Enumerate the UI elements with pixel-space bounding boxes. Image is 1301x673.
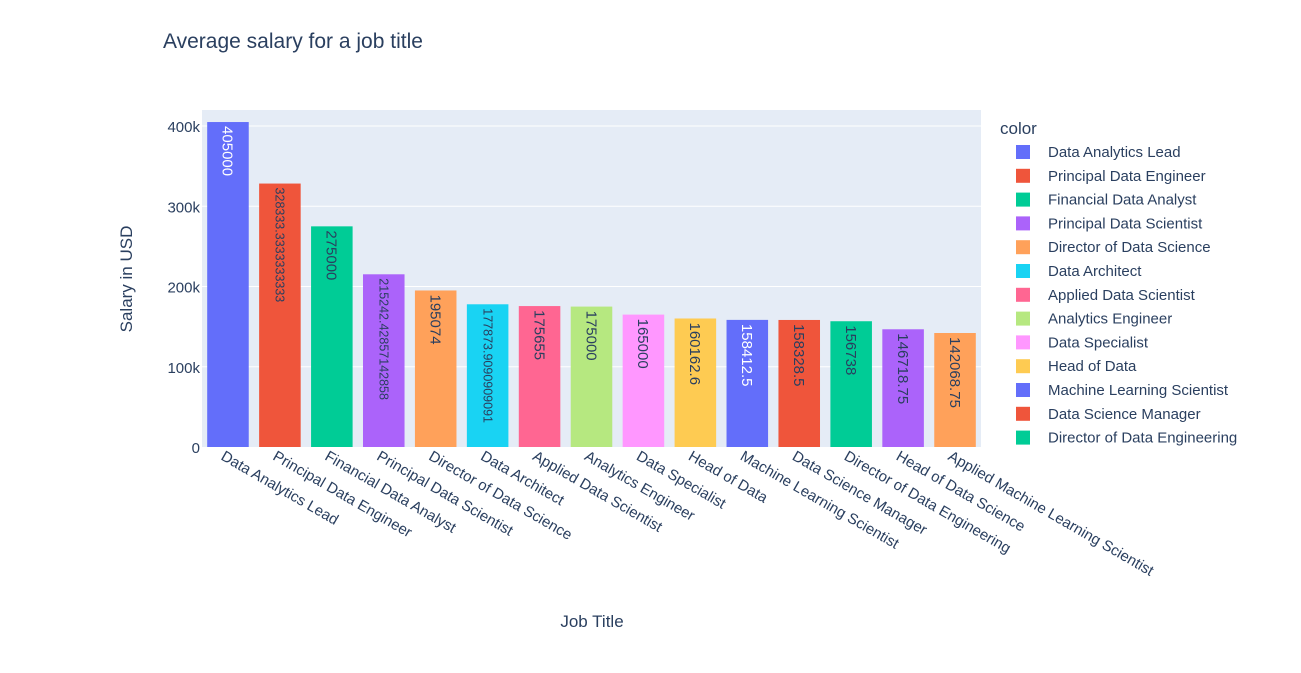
legend-item-label[interactable]: Analytics Engineer: [1048, 311, 1172, 328]
bar-value-label: 142068.75: [946, 337, 963, 408]
legend-swatch[interactable]: [1016, 287, 1030, 302]
y-tick-label: 300k: [167, 199, 200, 216]
legend-swatch[interactable]: [1016, 311, 1030, 326]
legend-swatch[interactable]: [1016, 359, 1030, 374]
x-axis-title: Job Title: [560, 612, 623, 631]
legend-item-label[interactable]: Financial Data Analyst: [1048, 192, 1197, 209]
legend-swatch[interactable]: [1016, 192, 1030, 207]
legend-swatch[interactable]: [1016, 168, 1030, 183]
bar-value-label: 158328.5: [790, 324, 807, 387]
y-tick-label: 100k: [167, 360, 200, 377]
legend-swatch[interactable]: [1016, 264, 1030, 278]
bars: 405000 328333.3333333333 275000 215242.4285…: [207, 122, 976, 448]
y-axis: 0 100k 200k 300k 400k: [167, 119, 200, 457]
bar-value-label: 177873.9090909091: [480, 308, 494, 423]
legend-item-label[interactable]: Applied Data Scientist: [1048, 287, 1196, 304]
chart-title: Average salary for a job title: [163, 30, 423, 53]
bar[interactable]: [414, 290, 457, 447]
bar[interactable]: [362, 274, 405, 447]
bar-value-label: 160162.6: [686, 322, 703, 385]
bar-value-label: 328333.3333333333: [273, 188, 287, 303]
bar-value-label: 195074: [426, 294, 443, 344]
bar[interactable]: [934, 333, 976, 447]
y-axis-title: Salary in USD: [117, 226, 136, 333]
legend-swatch[interactable]: [1016, 383, 1030, 397]
bar[interactable]: [259, 183, 301, 448]
bar-value-label: 175000: [582, 311, 599, 361]
bar[interactable]: [830, 321, 872, 447]
bar-value-label: 175655: [530, 310, 547, 360]
bar-value-label: 215242.42857142858: [376, 278, 390, 400]
bar[interactable]: [311, 226, 353, 447]
bar-value-label: 405000: [219, 126, 236, 176]
legend-item-label[interactable]: Head of Data: [1048, 358, 1137, 375]
y-tick-label: 0: [192, 440, 200, 457]
legend-swatch[interactable]: [1016, 145, 1030, 159]
bar-value-label: 158412.5: [738, 324, 755, 387]
legend-swatch[interactable]: [1016, 240, 1030, 255]
legend-item-label[interactable]: Data Architect: [1048, 263, 1142, 280]
legend-item-label[interactable]: Machine Learning Scientist: [1048, 382, 1229, 399]
legend-item-label[interactable]: Data Science Manager: [1048, 406, 1201, 423]
legend-item-label[interactable]: Principal Data Engineer: [1048, 168, 1206, 185]
y-tick-label: 400k: [167, 119, 200, 136]
legend-item-label[interactable]: Data Specialist: [1048, 334, 1149, 351]
bar[interactable]: [622, 314, 665, 447]
legend-swatch[interactable]: [1016, 406, 1030, 421]
bar[interactable]: [778, 319, 821, 447]
legend: color Data Analytics Lead Principal Data …: [1000, 119, 1237, 447]
legend-item-label[interactable]: Director of Data Science: [1048, 239, 1211, 256]
legend-item-label[interactable]: Director of Data Engineering: [1048, 430, 1237, 447]
y-tick-label: 200k: [167, 280, 200, 297]
bar-value-label: 156738: [842, 325, 859, 375]
bar[interactable]: [570, 306, 613, 447]
legend-swatch[interactable]: [1016, 216, 1030, 231]
legend-item-label[interactable]: Principal Data Scientist: [1048, 215, 1203, 232]
bar[interactable]: [466, 304, 509, 447]
bar[interactable]: [726, 319, 769, 447]
x-tick-label: Applied Machine Learning Scientist: [945, 448, 1157, 580]
bar[interactable]: [674, 318, 717, 447]
legend-title: color: [1000, 119, 1037, 138]
bar-value-label: 165000: [634, 319, 651, 369]
bar-value-label: 275000: [323, 230, 340, 280]
legend-swatch[interactable]: [1016, 430, 1030, 445]
bar[interactable]: [518, 306, 561, 447]
bar[interactable]: [207, 122, 249, 448]
bar[interactable]: [882, 329, 924, 447]
legend-swatch[interactable]: [1016, 335, 1030, 350]
bar-value-label: 146718.75: [894, 333, 911, 404]
legend-item-label[interactable]: Data Analytics Lead: [1048, 144, 1181, 161]
